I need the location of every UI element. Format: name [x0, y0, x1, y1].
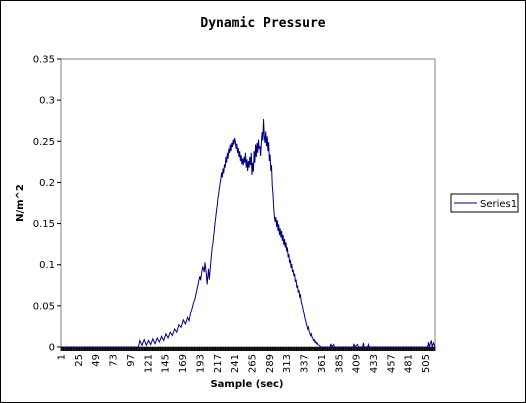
- x-tick-label: 241: [230, 354, 241, 373]
- y-tick-label: 0: [49, 343, 55, 354]
- x-tick-label: 289: [265, 354, 276, 373]
- x-tick-label: 193: [195, 354, 206, 373]
- series-line-0: [61, 119, 436, 349]
- x-tick-label: 97: [126, 354, 137, 367]
- x-axis-label: Sample (sec): [210, 379, 283, 390]
- y-tick-label: 0.35: [33, 55, 55, 66]
- y-tick-label: 0.3: [39, 96, 55, 107]
- x-tick-label: 313: [282, 354, 293, 373]
- x-tick-label: 73: [109, 354, 120, 367]
- y-tick-label: 0.25: [33, 137, 55, 148]
- series-layer: [61, 119, 436, 349]
- x-tick-label: 169: [178, 354, 189, 373]
- y-axis: 0 0.05 0.1 0.15 0.2 0.25 0.3 0.35: [33, 55, 61, 354]
- y-tick-label: 0.1: [39, 260, 55, 271]
- legend-box: [450, 193, 519, 213]
- x-axis: 1 25 49 73 97 121 145 169 193 217 241 265 289 313 337 3…: [57, 347, 436, 373]
- x-tick-label: 25: [74, 354, 85, 367]
- y-tick-label: 0.15: [33, 219, 55, 230]
- y-tick-label: 0.2: [39, 178, 55, 189]
- x-tick-label: 217: [213, 354, 224, 373]
- legend-label: Series1: [480, 199, 517, 210]
- x-tick-label: 433: [369, 354, 380, 373]
- x-tick-label: 145: [161, 354, 172, 373]
- x-tick-label: 337: [300, 354, 311, 373]
- x-tick-label: 49: [91, 354, 102, 367]
- x-tick-label: 457: [386, 354, 397, 373]
- y-axis-label: N/m^2: [15, 184, 26, 222]
- x-tick-label: 361: [317, 354, 328, 373]
- x-tick-label: 265: [247, 354, 258, 373]
- x-tick-label: 409: [352, 354, 363, 373]
- x-tick-label: 121: [143, 354, 154, 373]
- plot-area: [60, 58, 436, 348]
- x-tick-label: 385: [334, 354, 345, 373]
- chart-title: Dynamic Pressure: [200, 16, 325, 31]
- x-tick-label: 1: [57, 354, 68, 360]
- y-tick-label: 0.05: [33, 301, 55, 312]
- x-tick-label: 505: [421, 354, 432, 373]
- x-tick-label: 481: [404, 354, 415, 373]
- legend: Series1: [450, 193, 519, 213]
